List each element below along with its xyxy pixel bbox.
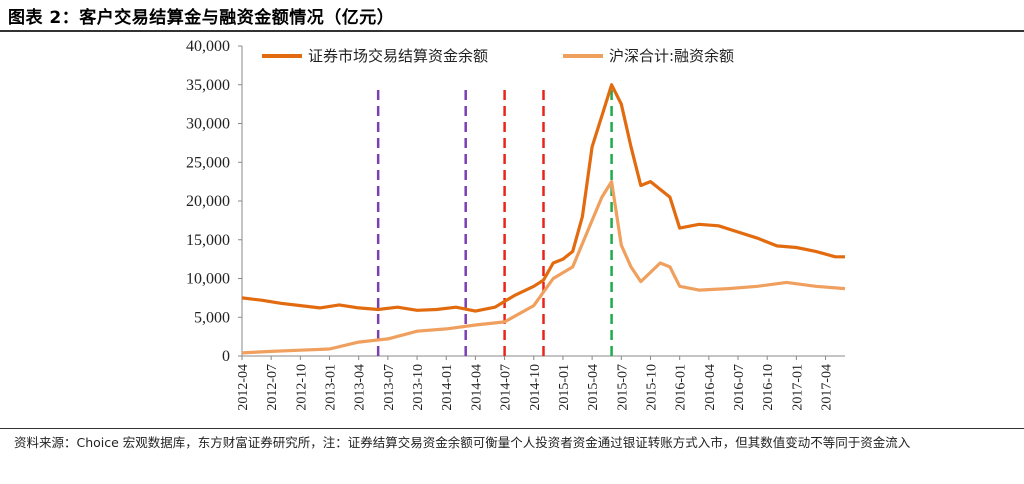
x-tick-label: 2014-01: [440, 364, 455, 411]
x-tick-label: 2016-10: [761, 364, 776, 411]
series-line: [241, 83, 845, 313]
x-tick-label: 2013-10: [411, 364, 426, 411]
x-tick-label: 2014-07: [499, 364, 514, 411]
x-tick-label: 2015-10: [644, 364, 659, 411]
x-tick-label: 2013-07: [382, 364, 397, 411]
x-tick-label: 2017-04: [820, 364, 835, 411]
x-tick-label: 2014-04: [469, 364, 484, 411]
x-tick-label: 2015-07: [615, 364, 630, 411]
x-tick-label: 2012-10: [294, 364, 309, 411]
x-tick-label: 2016-07: [732, 364, 747, 411]
footnote: 资料来源：Choice 宏观数据库，东方财富证券研究所，注：证券结算交易资金余额…: [14, 435, 911, 450]
x-tick-label: 2016-01: [674, 364, 689, 411]
title-divider: [0, 30, 1024, 32]
y-tick-label: 25,000: [186, 154, 230, 171]
chart-title: 图表 2：客户交易结算金与融资金额情况（亿元）: [8, 8, 395, 28]
x-tick-label: 2012-04: [236, 364, 251, 411]
x-tick-label: 2013-01: [324, 364, 339, 411]
y-tick-label: 10,000: [186, 271, 230, 288]
y-tick-label: 30,000: [186, 116, 230, 133]
x-tick-label: 2012-07: [265, 364, 280, 411]
reference-lines: [376, 90, 613, 356]
y-tick-label: 15,000: [186, 232, 230, 249]
y-tick-label: 20,000: [186, 193, 230, 210]
legend: 证券市场交易结算资金余额 沪深合计:融资余额: [262, 47, 734, 65]
x-tick-label: 2015-04: [586, 364, 601, 411]
x-tick-label: 2014-10: [528, 364, 543, 411]
y-tick-label: 40,000: [186, 38, 230, 55]
y-tick-label: 5,000: [194, 309, 230, 326]
legend-label: 沪深合计:融资余额: [609, 47, 734, 65]
series-layer: [241, 83, 846, 355]
chart-svg: 0 5,000 10,000 15,000 20,000 25,000 30,000 35,0…: [186, 38, 846, 411]
x-tick-label: 2016-04: [703, 364, 718, 411]
footnote-divider: [0, 428, 1024, 429]
series-line: [241, 180, 846, 355]
x-tick-label: 2013-04: [353, 364, 368, 411]
x-tick-label: 2015-01: [557, 364, 572, 411]
y-tick-label: 0: [222, 348, 230, 365]
x-tick-label: 2017-01: [790, 364, 805, 411]
chart-axes: 0 5,000 10,000 15,000 20,000 25,000 30,000 35,0…: [186, 38, 845, 411]
y-tick-label: 35,000: [186, 77, 230, 94]
legend-label: 证券市场交易结算资金余额: [308, 47, 488, 65]
